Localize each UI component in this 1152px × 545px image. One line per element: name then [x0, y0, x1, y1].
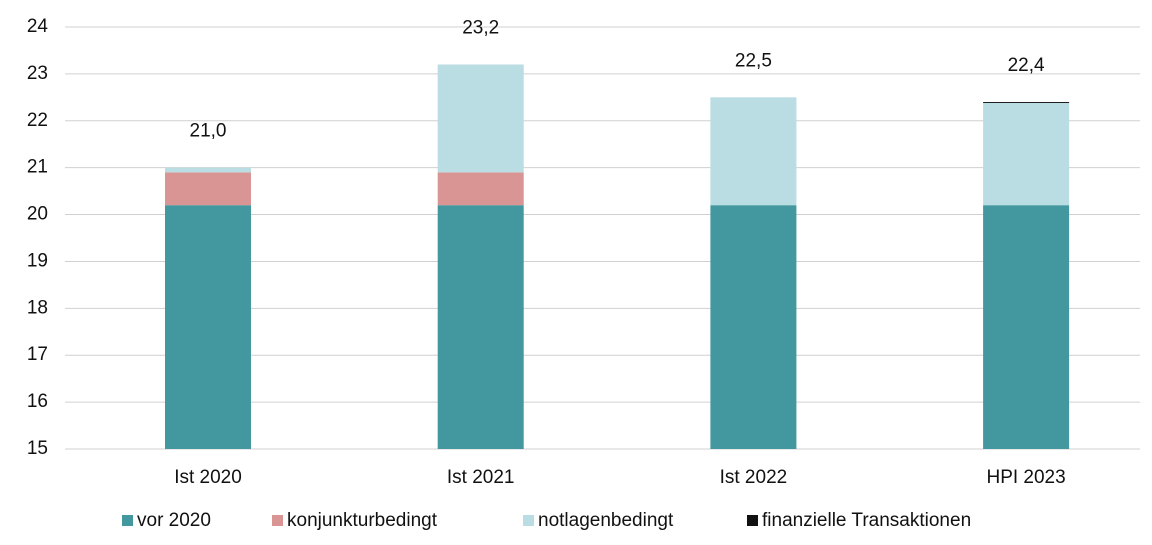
y-tick-label: 15 — [27, 438, 48, 459]
bar-segment — [165, 167, 251, 173]
legend-label: vor 2020 — [137, 510, 211, 531]
legend-label: konjunkturbedingt — [287, 510, 438, 531]
total-label: 22,5 — [735, 50, 772, 71]
legend-swatch — [523, 515, 534, 526]
bar-segment — [983, 102, 1070, 103]
bar-segment — [710, 205, 797, 449]
y-tick-label: 17 — [27, 344, 48, 365]
y-tick-label: 21 — [27, 157, 48, 178]
y-tick-label: 24 — [27, 16, 49, 37]
y-tick-label: 19 — [27, 250, 48, 271]
legend-label: notlagenbedingt — [538, 510, 674, 531]
y-tick-label: 22 — [27, 110, 48, 131]
y-tick-label: 18 — [27, 297, 48, 318]
bar-segment — [437, 172, 524, 206]
legend-label: finanzielle Transaktionen — [762, 510, 971, 531]
legend-swatch — [272, 515, 283, 526]
bar-segment — [983, 205, 1070, 449]
bar-segment — [165, 205, 251, 449]
x-tick-label: Ist 2020 — [174, 467, 242, 488]
legend-swatch — [747, 515, 758, 526]
bar-segment — [165, 172, 251, 206]
legend-swatch — [122, 515, 133, 526]
total-label: 23,2 — [462, 18, 499, 39]
x-tick-label: Ist 2022 — [720, 467, 788, 488]
bar-segment — [710, 97, 797, 206]
y-tick-label: 16 — [27, 391, 48, 412]
bar-segment — [437, 64, 524, 173]
x-tick-label: HPI 2023 — [986, 467, 1065, 488]
x-tick-label: Ist 2021 — [447, 467, 515, 488]
bar-segment — [983, 102, 1070, 206]
y-tick-label: 20 — [27, 204, 48, 225]
bar-segment — [437, 205, 524, 449]
total-label: 22,4 — [1008, 55, 1045, 76]
y-tick-label: 23 — [27, 63, 48, 84]
total-label: 21,0 — [190, 121, 227, 142]
